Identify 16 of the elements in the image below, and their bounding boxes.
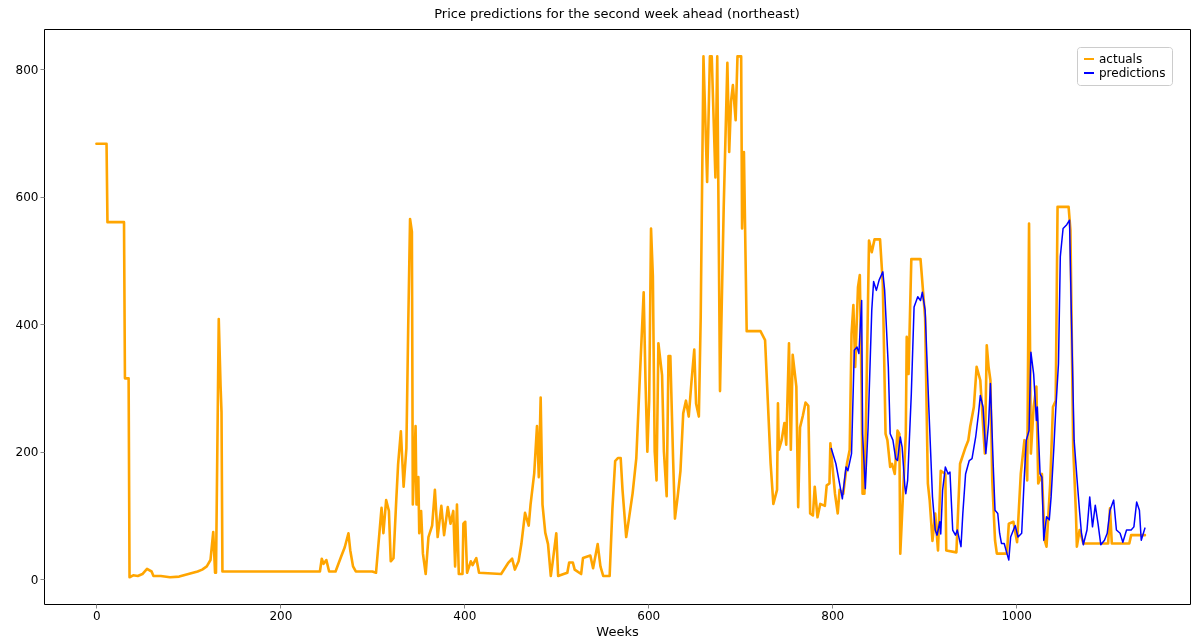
x-tick-label: 600 [637, 608, 661, 623]
line-series [830, 219, 1146, 561]
y-tick-label: 0 [30, 572, 39, 587]
y-tick-label: 400 [15, 317, 39, 332]
x-axis-title: Weeks [596, 623, 639, 639]
x-tick-label: 800 [821, 608, 845, 623]
y-tick-label: 200 [15, 445, 39, 460]
x-tick-label: 0 [93, 608, 101, 623]
x-tick-label: 1000 [1001, 608, 1032, 623]
y-tick-label: 600 [15, 190, 39, 205]
chart-title: Price predictions for the second week ahead (northeast) [434, 6, 800, 21]
y-tick-label: 800 [15, 62, 39, 77]
x-tick-label: 400 [453, 608, 477, 623]
legend-label: actuals [1099, 52, 1143, 66]
x-tick-label: 200 [269, 608, 293, 623]
legend-label: predictions [1099, 66, 1166, 80]
